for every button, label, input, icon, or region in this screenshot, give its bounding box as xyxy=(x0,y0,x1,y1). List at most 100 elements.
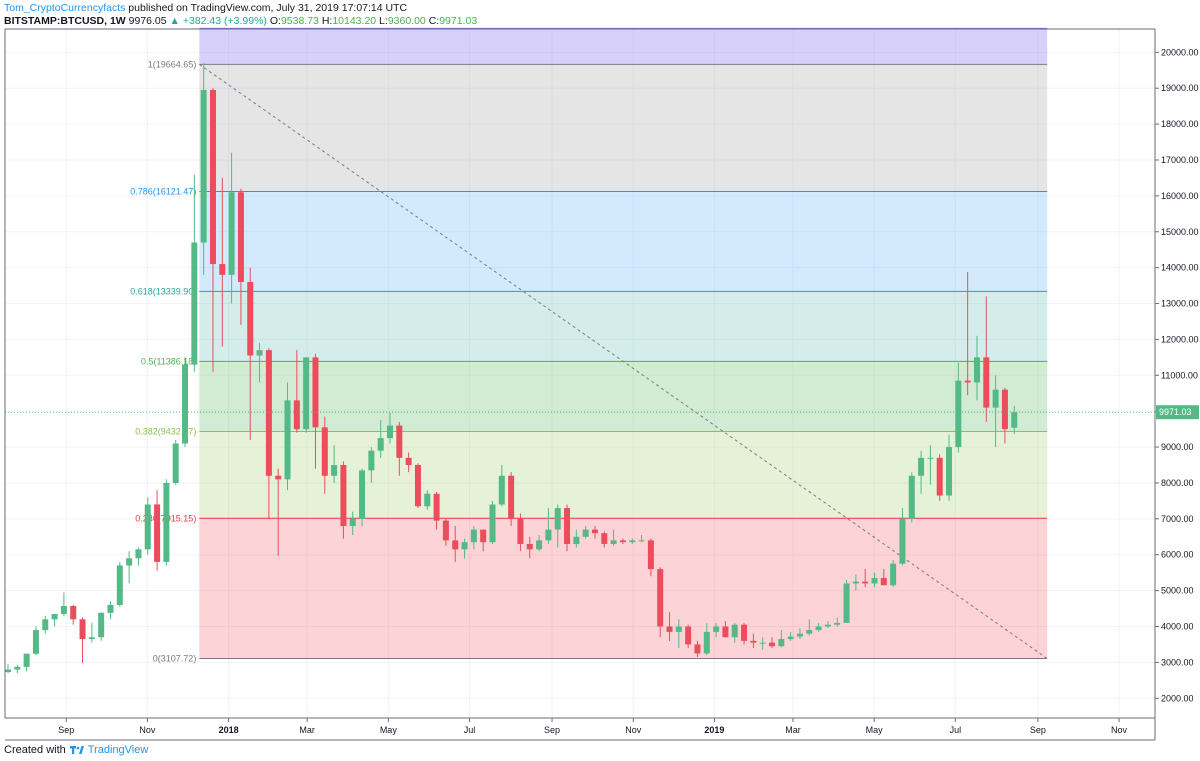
candle xyxy=(610,529,617,546)
symbol-header: BITSTAMP:BTCUSD, 1W 9976.05 ▲ +382.43 (+… xyxy=(4,15,477,27)
candle-body xyxy=(852,581,859,584)
candle-body xyxy=(163,482,170,562)
candle xyxy=(461,538,468,559)
low-value: 9360.00 xyxy=(387,15,426,27)
x-tick-label: Nov xyxy=(1111,725,1128,735)
x-tick-label: Jul xyxy=(464,725,476,735)
candle xyxy=(340,461,347,539)
x-tick-label: 2019 xyxy=(704,725,724,735)
candle xyxy=(200,63,207,275)
candle-body xyxy=(107,604,114,613)
candle xyxy=(359,468,366,527)
candle-body xyxy=(144,504,151,550)
candle-body xyxy=(731,624,738,638)
candle-body xyxy=(135,549,142,559)
candle-body xyxy=(368,450,375,471)
candle xyxy=(126,551,133,584)
tradingview-logo-icon xyxy=(69,746,84,754)
candle-body xyxy=(666,626,673,632)
candle-body xyxy=(824,624,831,627)
candle-body xyxy=(126,558,133,566)
candle-body xyxy=(349,518,356,527)
candle xyxy=(60,592,67,616)
candle xyxy=(135,547,142,566)
candle xyxy=(88,622,95,643)
candle xyxy=(433,491,440,530)
candle xyxy=(834,617,841,627)
x-tick-label: Nov xyxy=(139,725,156,735)
candle-body xyxy=(442,520,449,541)
candle xyxy=(396,421,403,476)
y-tick-label: 6000.00 xyxy=(1161,550,1194,560)
publish-header: Tom_CryptoCurrencyfacts published on Tra… xyxy=(4,2,407,14)
candle-body xyxy=(778,639,785,647)
author-link[interactable]: Tom_CryptoCurrencyfacts xyxy=(4,2,126,14)
candle-body xyxy=(675,626,682,632)
candle-body xyxy=(722,626,729,638)
candle xyxy=(163,479,170,566)
candle-body xyxy=(545,529,552,541)
candle-body xyxy=(396,425,403,458)
y-tick-label: 11000.00 xyxy=(1161,370,1198,380)
x-tick-label: Jul xyxy=(950,725,962,735)
open-label: O: xyxy=(269,15,281,27)
x-tick-label: Sep xyxy=(58,725,74,735)
candle-body xyxy=(564,508,571,544)
candle xyxy=(750,633,757,649)
current-price-badge: 9971.03 xyxy=(1156,405,1199,420)
candle xyxy=(405,452,412,473)
candle xyxy=(601,531,608,548)
candle xyxy=(489,500,496,544)
candle xyxy=(927,445,934,485)
candle-body xyxy=(191,242,198,365)
candle xyxy=(573,529,580,548)
candle-body xyxy=(237,192,244,282)
candle-body xyxy=(657,569,664,627)
candle-body xyxy=(154,504,161,562)
candle-body xyxy=(284,400,291,480)
candle-body xyxy=(182,364,189,444)
candle-body xyxy=(573,536,580,544)
candle xyxy=(638,534,645,543)
candle-body xyxy=(769,642,776,647)
candle xyxy=(918,450,925,494)
candle xyxy=(852,574,859,591)
candle-body xyxy=(265,350,272,476)
candle-body xyxy=(759,642,766,644)
candle-body xyxy=(405,457,412,466)
candle xyxy=(470,526,477,550)
candle xyxy=(843,579,850,623)
x-tick-label: Nov xyxy=(625,725,642,735)
x-tick-label: May xyxy=(380,725,398,735)
candle xyxy=(815,622,822,632)
candle-body xyxy=(5,669,11,673)
candle xyxy=(387,412,394,444)
candle-body xyxy=(32,630,39,654)
y-tick-label: 5000.00 xyxy=(1161,586,1194,596)
y-tick-label: 14000.00 xyxy=(1161,263,1199,273)
fib-level-label: 0.786(16121.47) xyxy=(130,187,196,197)
candle xyxy=(182,357,189,448)
candle xyxy=(349,511,356,535)
candle-body xyxy=(927,457,934,459)
candle xyxy=(862,569,869,588)
candle-body xyxy=(508,475,515,519)
candle-body xyxy=(750,640,757,643)
tradingview-brand[interactable]: TradingView xyxy=(87,744,149,756)
high-label: H: xyxy=(321,15,333,27)
candle xyxy=(293,350,300,433)
fib-zone xyxy=(199,191,1048,292)
candle-body xyxy=(88,637,95,640)
candle-body xyxy=(98,612,105,638)
candle xyxy=(237,188,244,326)
y-tick-label: 16000.00 xyxy=(1161,191,1199,201)
candle xyxy=(526,536,533,559)
candle xyxy=(116,561,123,607)
candle-body xyxy=(200,90,207,243)
candle xyxy=(265,348,272,519)
y-tick-label: 18000.00 xyxy=(1161,119,1199,129)
candle-body xyxy=(899,518,906,564)
candle-body xyxy=(256,350,263,356)
candle-body xyxy=(70,606,77,620)
